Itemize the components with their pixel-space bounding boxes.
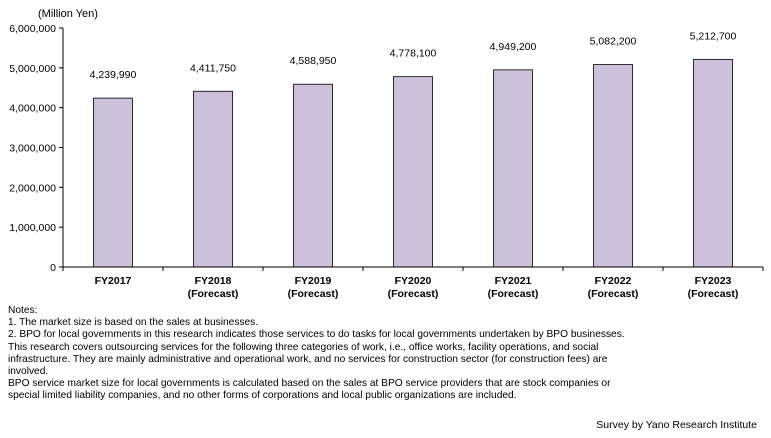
note-line: infrastructure. They are mainly administ… <box>8 353 608 365</box>
x-tick-label-sub: (Forecast) <box>688 288 739 300</box>
x-tick-label-sub: (Forecast) <box>188 288 239 300</box>
note-line: special limited liability companies, and… <box>8 390 517 402</box>
bar-chart: (Million Yen) 0 1,000,000 2,000,000 3,000,0… <box>9 8 764 300</box>
y-tick-label: 2,000,000 <box>9 182 56 194</box>
y-tick-label: 1,000,000 <box>9 222 56 234</box>
x-tick-label-sub: (Forecast) <box>588 288 639 300</box>
bar <box>193 90 233 268</box>
notes-heading: Notes: <box>8 305 38 316</box>
x-tick-label: FY2017 <box>95 275 132 287</box>
x-tick-label: FY2022 <box>595 275 632 287</box>
y-axis: 0 1,000,000 2,000,000 3,000,000 4,000,000 5,0… <box>9 23 63 274</box>
note-line: This research covers outsourcing service… <box>8 341 599 353</box>
y-tick-label: 0 <box>50 262 56 274</box>
x-tick-label-sub: (Forecast) <box>288 288 339 300</box>
data-label: 4,588,950 <box>290 55 337 67</box>
data-label: 4,411,750 <box>190 62 236 74</box>
note-line: 1. The market size is based on the sales… <box>8 317 259 329</box>
bar <box>93 97 133 268</box>
data-label: 4,949,200 <box>490 41 537 53</box>
x-tick-label: FY2021 <box>495 275 532 287</box>
y-tick-label: 3,000,000 <box>9 143 56 155</box>
data-label: 5,212,700 <box>690 30 737 42</box>
bar <box>393 76 433 268</box>
y-tick-label: 5,000,000 <box>9 63 56 75</box>
bar <box>593 64 633 268</box>
bar <box>693 58 733 268</box>
data-label: 4,239,990 <box>90 69 137 81</box>
x-tick-label: FY2018 <box>195 275 232 287</box>
source-credit: Survey by Yano Research Institute <box>596 419 757 431</box>
y-tick-label: 4,000,000 <box>9 103 56 115</box>
notes: Notes: 1. The market size is based on th… <box>8 305 763 403</box>
x-tick-label-sub: (Forecast) <box>488 288 539 300</box>
x-tick-label-sub: (Forecast) <box>388 288 439 300</box>
data-label: 5,082,200 <box>590 36 637 48</box>
data-label: 4,778,100 <box>390 48 437 60</box>
y-axis-unit-label: (Million Yen) <box>38 8 98 20</box>
x-tick-label: FY2019 <box>295 275 332 287</box>
bar <box>493 69 533 268</box>
x-tick-label: FY2020 <box>395 275 432 287</box>
bar <box>293 83 333 268</box>
y-tick-label: 6,000,000 <box>9 23 56 35</box>
x-axis: FY2017 FY2018(Forecast)FY2019(Forecast)FY… <box>62 267 764 300</box>
note-line: 2. BPO for local governments in this res… <box>8 329 625 341</box>
note-line: BPO service market size for local govern… <box>8 378 611 390</box>
x-tick-label: FY2023 <box>695 275 732 287</box>
bars: 4,239,990 4,411,750 4,588,950 4,778,100 4,94… <box>90 30 737 268</box>
note-line: involved. <box>8 366 49 378</box>
